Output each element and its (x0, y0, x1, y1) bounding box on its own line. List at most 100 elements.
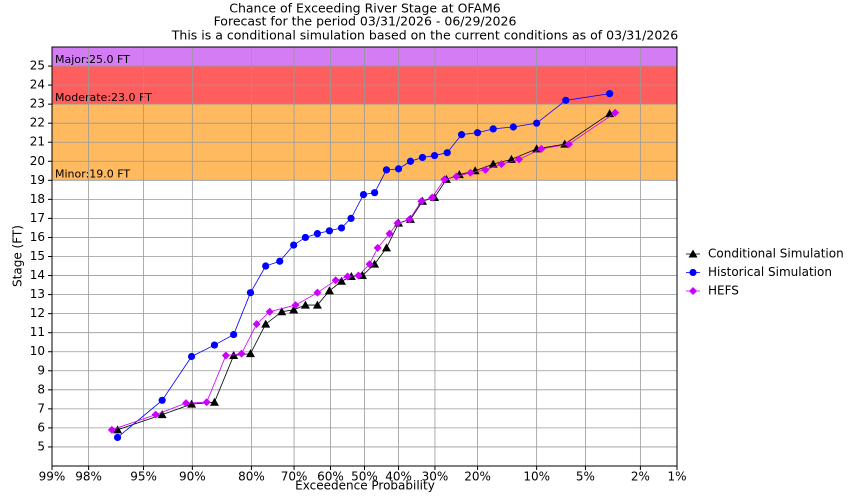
circle-marker (382, 166, 391, 174)
circle-marker (290, 241, 298, 249)
diamond-marker (611, 108, 620, 117)
circle-marker (359, 191, 368, 199)
chart-subtitle: This is a conditional simulation based o… (171, 28, 678, 43)
diamond-marker (265, 307, 274, 316)
diamond-marker (354, 271, 363, 280)
x-tick-label: 50% (351, 470, 378, 484)
diamond-marker (497, 160, 506, 169)
circle-marker (262, 262, 270, 270)
plot-area: Major:25.0 FT Moderate:23.0 FT Minor:19.0 … (51, 47, 678, 466)
y-tick-label: 7 (37, 401, 45, 415)
triangle-marker (381, 243, 391, 252)
circle-marker (337, 224, 346, 232)
y-tick-label: 6 (37, 420, 45, 434)
y-tick-label: 8 (37, 382, 45, 396)
diamond-marker (331, 276, 340, 285)
circle-marker (276, 257, 284, 265)
y-tick-label: 22 (30, 116, 45, 130)
y-tick-label: 5 (37, 439, 45, 453)
triangle-marker (370, 259, 380, 268)
circle-marker (394, 165, 403, 173)
circle-marker (606, 90, 614, 98)
circle-marker (313, 230, 322, 238)
diamond-marker (107, 425, 116, 434)
chart-title: Chance of Exceeding River Stage at OFAM6 (229, 1, 501, 16)
diamond-marker (405, 215, 414, 224)
diamond-marker (182, 399, 191, 408)
diamond-marker (385, 229, 394, 238)
circle-marker (325, 227, 334, 235)
y-tick-label: 9 (37, 363, 45, 377)
y-tick-label: 13 (30, 287, 45, 301)
circle-marker (562, 96, 570, 104)
triangle-marker (209, 397, 219, 406)
x-axis-label: Exceedence Probability (295, 479, 435, 493)
x-tick-label: 60% (317, 470, 344, 484)
y-axis-label: Stage (FT) (11, 225, 25, 287)
x-tick-label: 95% (130, 470, 157, 484)
diamond-marker (689, 287, 697, 295)
x-tick-label: 20% (464, 470, 491, 484)
triangle-marker (300, 300, 310, 309)
circle-marker (533, 119, 541, 127)
diamond-marker (452, 172, 461, 181)
diamond-marker (373, 243, 382, 252)
circle-marker (187, 352, 196, 361)
triangle-marker (289, 305, 299, 314)
x-tick-label: 5% (576, 470, 595, 484)
y-tick-label: 19 (30, 173, 45, 187)
circle-marker (689, 268, 697, 277)
x-tick-label: 10% (523, 470, 550, 484)
triangle-marker (229, 351, 239, 360)
diamond-marker (237, 349, 246, 358)
legend-label: Conditional Simulation (708, 247, 844, 261)
circle-marker (443, 149, 451, 157)
diamond-marker (252, 320, 261, 329)
x-tick-label: 98% (75, 470, 102, 484)
x-tick-label: 1% (667, 470, 686, 484)
circle-marker (210, 341, 219, 349)
y-tick-label: 23 (30, 97, 45, 111)
diamond-marker (417, 197, 426, 206)
triangle-marker (312, 300, 322, 309)
band-label: Minor:19.0 FT (55, 167, 130, 180)
y-tick-label: 24 (30, 78, 45, 92)
y-tick-label: 10 (30, 344, 45, 358)
diamond-marker (466, 168, 475, 177)
diamond-marker (291, 301, 300, 310)
triangle-marker (336, 276, 346, 285)
circle-marker (347, 214, 355, 223)
circle-marker (246, 289, 255, 297)
diamond-marker (393, 219, 402, 228)
circle-marker (509, 123, 517, 131)
y-tick-label: 21 (30, 135, 45, 149)
circle-marker (473, 129, 482, 137)
triangle-marker (488, 159, 498, 168)
y-tick-label: 16 (30, 230, 45, 244)
x-tick-label: 70% (281, 470, 308, 484)
y-tick-label: 17 (30, 211, 45, 225)
circle-marker (230, 330, 238, 339)
diamond-marker (221, 351, 230, 360)
x-tick-label: 40% (385, 470, 412, 484)
circle-marker (489, 125, 497, 133)
x-tick-label: 30% (422, 470, 449, 484)
legend-label: Historical Simulation (708, 265, 832, 279)
y-tick-label: 18 (30, 192, 45, 206)
chart-subtitle: Forecast for the period 03/31/2026 - 06/… (214, 14, 517, 29)
diamond-marker (151, 410, 160, 419)
x-tick-label: 2% (631, 470, 650, 484)
triangle-marker (277, 307, 287, 316)
circle-marker (406, 157, 415, 165)
x-tick-label: 80% (238, 470, 265, 484)
triangle-marker (245, 349, 255, 358)
triangle-marker (157, 410, 167, 419)
circle-marker (457, 131, 466, 139)
circle-marker (418, 153, 427, 162)
y-tick-label: 12 (30, 306, 45, 320)
band-label: Moderate:23.0 FT (55, 91, 152, 104)
triangle-marker (324, 286, 334, 295)
triangle-marker (113, 425, 123, 434)
y-tick-label: 11 (30, 325, 45, 339)
